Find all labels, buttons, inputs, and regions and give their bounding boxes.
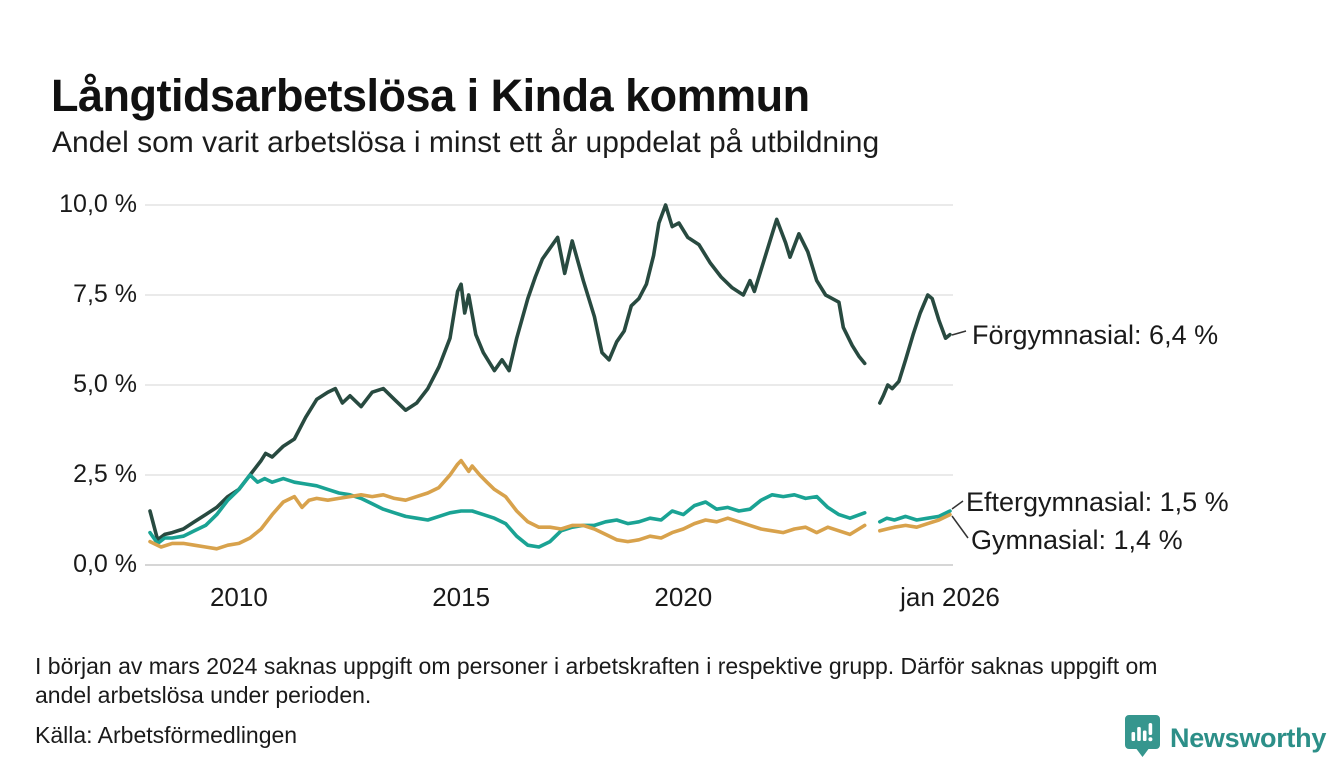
x-axis-tick-label: 2020: [654, 582, 713, 612]
label-connector-line: [951, 515, 969, 539]
footnote-line-2: andel arbetslösa under perioden.: [35, 682, 372, 709]
logo-text: Newsworthy: [1170, 722, 1327, 753]
x-axis-tick-label: jan 2026: [900, 582, 1000, 612]
label-connector-line: [951, 330, 967, 336]
footnote-line-1: I början av mars 2024 saknas uppgift om …: [35, 653, 1158, 679]
y-axis-tick-label: 2,5 %: [73, 460, 137, 488]
series-label-eftergymnasial: Eftergymnasial: 1,5 %: [966, 487, 1229, 517]
footnote: I början av mars 2024 saknas uppgift om …: [35, 652, 1305, 711]
series-label-forgymnasial: Förgymnasial: 6,4 %: [972, 320, 1219, 350]
series-label-gymnasial: Gymnasial: 1,4 %: [971, 525, 1183, 555]
label-connector-line: [951, 500, 964, 510]
y-axis-tick-label: 10,0 %: [59, 190, 137, 218]
y-axis-tick-label: 5,0 %: [73, 370, 137, 398]
y-axis-tick-label: 7,5 %: [73, 280, 137, 308]
series-line-gymnasial: [148, 458, 952, 551]
source-label: Källa: Arbetsförmedlingen: [35, 722, 298, 748]
chart-subtitle: Andel som varit arbetslösa i minst ett å…: [52, 126, 880, 159]
series-line-förgymnasial: [148, 203, 952, 542]
x-axis-tick-label: 2015: [432, 582, 491, 612]
y-axis-tick-label: 0,0 %: [73, 550, 137, 578]
bar-chart-pin-icon: [1124, 714, 1161, 763]
x-axis-tick-label: 2010: [209, 582, 268, 612]
newsworthy-logo: Newsworthy: [1124, 714, 1326, 762]
chart-title: Långtidsarbetslösa i Kinda kommun: [51, 70, 810, 122]
series-line-eftergymnasial: [148, 473, 952, 549]
